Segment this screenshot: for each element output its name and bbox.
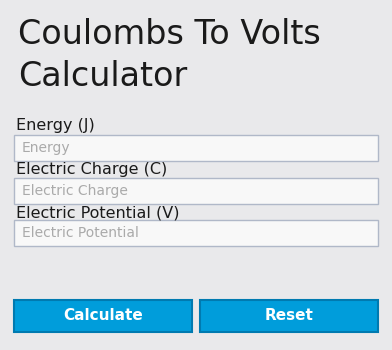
Text: Coulombs To Volts: Coulombs To Volts: [18, 18, 321, 51]
Text: Energy: Energy: [22, 141, 71, 155]
Bar: [14, 220, 378, 246]
Text: Electric Potential: Electric Potential: [22, 226, 139, 240]
Text: Electric Potential (V): Electric Potential (V): [16, 205, 180, 220]
Text: Calculator: Calculator: [18, 60, 187, 93]
Bar: [200, 300, 378, 332]
Text: Electric Charge: Electric Charge: [22, 184, 128, 198]
Text: Energy (J): Energy (J): [16, 118, 95, 133]
Bar: [14, 178, 378, 204]
Bar: [14, 300, 192, 332]
Text: Reset: Reset: [265, 308, 314, 323]
Text: Calculate: Calculate: [63, 308, 143, 323]
Bar: [14, 135, 378, 161]
Text: Electric Charge (C): Electric Charge (C): [16, 162, 167, 177]
